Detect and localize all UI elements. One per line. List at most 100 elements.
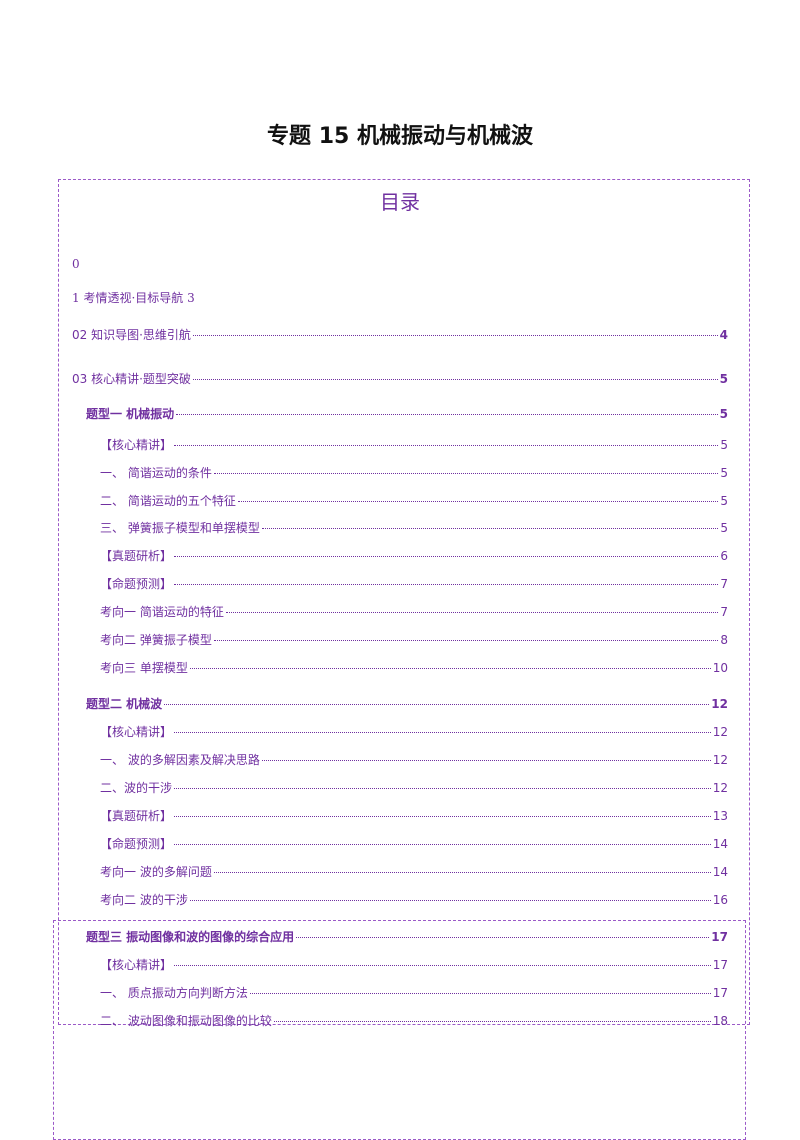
toc-leader bbox=[213, 640, 719, 641]
toc-entry-text: 二、 简谐运动的五个特征 bbox=[100, 494, 236, 508]
toc-entry-text: 一、 质点振动方向判断方法 bbox=[100, 986, 248, 1000]
toc-page-number: 12 bbox=[712, 725, 728, 739]
toc-page-number: 12 bbox=[712, 781, 728, 795]
toc-page-number: 10 bbox=[712, 661, 728, 675]
toc-entry-section[interactable]: 题型二 机械波 12 bbox=[86, 696, 728, 712]
toc-entry-text: 三、 弹簧振子模型和单摆模型 bbox=[100, 521, 260, 535]
toc-entry-text: 03 核心精讲·题型突破 bbox=[72, 372, 191, 386]
toc-entry[interactable]: 一、 波的多解因素及解决思路 12 bbox=[100, 752, 728, 768]
toc-entry-text: 题型三 振动图像和波的图像的综合应用 bbox=[86, 930, 295, 944]
toc-entry-text: 02 知识导图·思维引航 bbox=[72, 328, 191, 342]
toc-leader bbox=[213, 473, 719, 474]
toc-entry-text: 一、 简谐运动的条件 bbox=[100, 466, 212, 480]
toc-leader bbox=[176, 414, 718, 415]
toc-entry[interactable]: 二、 波动图像和振动图像的比较 18 bbox=[100, 1013, 728, 1029]
toc-page-number: 8 bbox=[720, 633, 728, 647]
toc-leader bbox=[296, 937, 710, 938]
toc-leader bbox=[174, 556, 719, 557]
toc-entry[interactable]: 【命题预测】 7 bbox=[100, 576, 728, 592]
toc-page-number: 14 bbox=[712, 865, 728, 879]
toc-entry[interactable]: 考向三 单摆模型 10 bbox=[100, 660, 728, 676]
toc-page-number: 5 bbox=[720, 438, 728, 452]
toc-entry-text: 题型二 机械波 bbox=[86, 697, 163, 711]
toc-entry-text: 【真题研析】 bbox=[100, 809, 173, 823]
toc-leader bbox=[213, 872, 711, 873]
toc-entry-text: 【命题预测】 bbox=[100, 577, 173, 591]
toc-frame-continued bbox=[53, 920, 746, 1140]
toc-entry-text: 考向二 波的干涉 bbox=[100, 893, 188, 907]
toc-entry-text: 题型一 机械振动 bbox=[86, 407, 175, 421]
toc-leader bbox=[174, 965, 711, 966]
toc-page-number: 5 bbox=[719, 407, 728, 421]
toc-leader bbox=[164, 704, 710, 705]
toc-page-number: 7 bbox=[720, 605, 728, 619]
toc-leader bbox=[174, 445, 719, 446]
toc-entry-text: 考向二 弹簧振子模型 bbox=[100, 633, 212, 647]
toc-entry-text: 【核心精讲】 bbox=[100, 958, 173, 972]
toc-leader bbox=[261, 528, 719, 529]
toc-page-number: 7 bbox=[720, 577, 728, 591]
toc-page-number: 5 bbox=[720, 494, 728, 508]
toc-leader bbox=[237, 501, 719, 502]
toc-leader bbox=[174, 816, 711, 817]
toc-entry-text: 考向一 简谐运动的特征 bbox=[100, 605, 224, 619]
toc-page-number: 18 bbox=[712, 1014, 728, 1028]
toc-page-number: 6 bbox=[720, 549, 728, 563]
toc-entry-text: 二、波的干涉 bbox=[100, 781, 173, 795]
toc-page-number: 5 bbox=[720, 466, 728, 480]
toc-leader bbox=[192, 379, 718, 380]
toc-page-number: 12 bbox=[712, 753, 728, 767]
toc-plain-line: 1 考情透视·目标导航 3 bbox=[72, 291, 195, 305]
toc-page-number: 5 bbox=[720, 521, 728, 535]
toc-entry-text: 二、 波动图像和振动图像的比较 bbox=[100, 1014, 272, 1028]
toc-entry[interactable]: 【真题研析】 13 bbox=[100, 808, 728, 824]
toc-entry[interactable]: 一、 质点振动方向判断方法 17 bbox=[100, 985, 728, 1001]
toc-entry[interactable]: 【核心精讲】 5 bbox=[100, 437, 728, 453]
toc-entry-text: 考向一 波的多解问题 bbox=[100, 865, 212, 879]
toc-entry[interactable]: 【真题研析】 6 bbox=[100, 548, 728, 564]
toc-entry[interactable]: 二、 简谐运动的五个特征 5 bbox=[100, 493, 728, 509]
toc-entry[interactable]: 【核心精讲】 17 bbox=[100, 957, 728, 973]
toc-entry-text: 【命题预测】 bbox=[100, 837, 173, 851]
toc-entry[interactable]: 考向一 波的多解问题 14 bbox=[100, 864, 728, 880]
toc-leader bbox=[192, 335, 718, 336]
document-title: 专题 15 机械振动与机械波 bbox=[267, 124, 533, 149]
toc-entry[interactable]: 一、 简谐运动的条件 5 bbox=[100, 465, 728, 481]
toc-entry[interactable]: 考向二 弹簧振子模型 8 bbox=[100, 632, 728, 648]
toc-entry-text: 【核心精讲】 bbox=[100, 438, 173, 452]
toc-page-number: 5 bbox=[719, 372, 728, 386]
toc-leader bbox=[174, 732, 711, 733]
toc-plain-line: 0 bbox=[72, 257, 80, 271]
toc-page-number: 16 bbox=[712, 893, 728, 907]
toc-page-number: 12 bbox=[711, 697, 728, 711]
toc-page-number: 13 bbox=[712, 809, 728, 823]
toc-leader bbox=[174, 844, 711, 845]
toc-leader bbox=[174, 584, 719, 585]
toc-leader bbox=[261, 760, 711, 761]
toc-entry[interactable]: 二、波的干涉 12 bbox=[100, 780, 728, 796]
toc-page-number: 17 bbox=[712, 958, 728, 972]
toc-page-number: 17 bbox=[712, 986, 728, 1000]
toc-entry-text: 【核心精讲】 bbox=[100, 725, 173, 739]
toc-entry[interactable]: 03 核心精讲·题型突破 5 bbox=[72, 371, 728, 387]
toc-entry[interactable]: 【核心精讲】 12 bbox=[100, 724, 728, 740]
toc-leader bbox=[225, 612, 719, 613]
toc-frame bbox=[58, 179, 750, 1025]
toc-entry[interactable]: 02 知识导图·思维引航 4 bbox=[72, 327, 728, 343]
toc-leader bbox=[273, 1021, 711, 1022]
toc-page-number: 4 bbox=[719, 328, 728, 342]
toc-entry-text: 一、 波的多解因素及解决思路 bbox=[100, 753, 260, 767]
toc-entry-text: 考向三 单摆模型 bbox=[100, 661, 188, 675]
toc-entry[interactable]: 考向一 简谐运动的特征 7 bbox=[100, 604, 728, 620]
toc-entry[interactable]: 考向二 波的干涉 16 bbox=[100, 892, 728, 908]
toc-page-number: 14 bbox=[712, 837, 728, 851]
toc-entry[interactable]: 【命题预测】 14 bbox=[100, 836, 728, 852]
toc-heading: 目录 bbox=[380, 190, 420, 214]
toc-page-number: 17 bbox=[711, 930, 728, 944]
toc-leader bbox=[189, 668, 711, 669]
toc-leader bbox=[249, 993, 711, 994]
toc-entry-section[interactable]: 题型三 振动图像和波的图像的综合应用 17 bbox=[86, 929, 728, 945]
toc-entry-section[interactable]: 题型一 机械振动 5 bbox=[86, 406, 728, 422]
toc-entry[interactable]: 三、 弹簧振子模型和单摆模型 5 bbox=[100, 520, 728, 536]
toc-entry-text: 【真题研析】 bbox=[100, 549, 173, 563]
